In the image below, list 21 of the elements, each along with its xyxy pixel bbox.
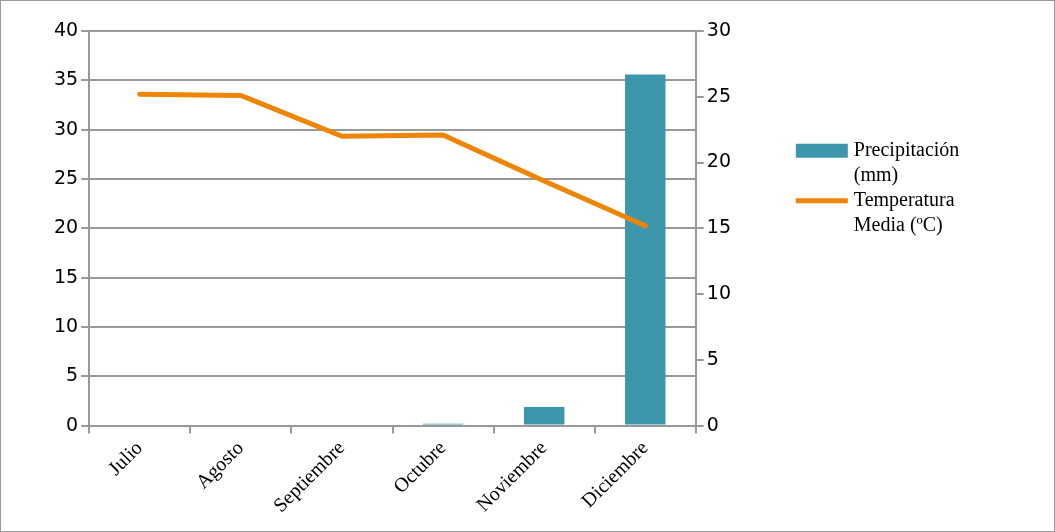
y-tick-label: 35 <box>53 67 79 90</box>
y2-tick-label: 0 <box>706 412 719 435</box>
y-tick-label: 15 <box>53 264 79 287</box>
y-tick-label: 0 <box>66 412 79 435</box>
y2-tick-label: 10 <box>706 281 732 304</box>
y-tick-label: 30 <box>53 116 79 139</box>
y2-tick-label: 30 <box>706 17 732 40</box>
y-tick-label: 10 <box>53 313 79 336</box>
y2-tick-label: 15 <box>706 215 732 238</box>
legend-label: Temperatura Media (ºC) <box>853 188 955 237</box>
bar <box>625 74 666 425</box>
y-tick-label: 40 <box>53 17 79 40</box>
y-tick-label: 20 <box>53 215 79 238</box>
y2-tick-label: 25 <box>706 83 732 106</box>
y2-tick-label: 20 <box>706 149 732 172</box>
y2-tick-label: 5 <box>706 346 719 369</box>
bar <box>523 406 565 425</box>
y-tick-label: 5 <box>66 363 79 386</box>
x-tick-label: Julio <box>103 436 147 480</box>
y-tick-label: 25 <box>53 165 79 188</box>
legend-label: Precipitación (mm) <box>853 138 960 187</box>
